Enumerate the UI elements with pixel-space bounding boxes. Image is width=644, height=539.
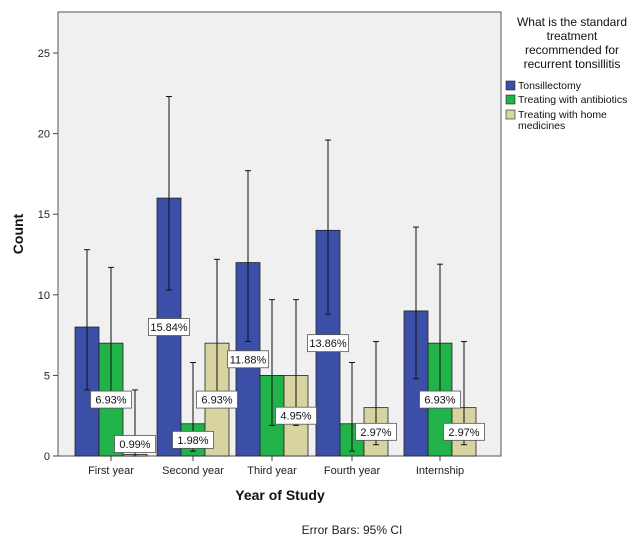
data-label: 11.88% [230, 354, 267, 366]
legend-label: medicines [518, 120, 565, 132]
data-label-box [172, 430, 214, 449]
data-label-box [148, 318, 190, 336]
y-tick-label: 25 [38, 48, 50, 60]
y-tick-label: 0 [44, 451, 50, 463]
y-tick-label: 10 [38, 290, 50, 302]
legend-label: Treating with antibiotics [518, 94, 627, 106]
data-label: 2.97% [448, 427, 479, 439]
data-label: 0.99% [119, 439, 150, 451]
legend: What is the standardtreatmentrecommended… [505, 15, 627, 132]
error-bars-note: Error Bars: 95% CI [302, 523, 403, 537]
x-tick-label: First year [88, 465, 134, 477]
legend-title-line: recommended for [525, 43, 619, 57]
data-label-box [90, 390, 132, 409]
x-axis-title: Year of Study [235, 487, 325, 503]
chart-marks: 0 5 10 15 20 25 First year Second year Third yea… [38, 48, 485, 477]
data-label-box [419, 390, 461, 409]
data-label-box [227, 350, 269, 369]
x-tick-label: Third year [247, 465, 297, 477]
legend-title-line: treatment [547, 29, 598, 43]
y-tick-label: 5 [44, 370, 50, 382]
data-label-box [114, 435, 156, 453]
data-label: 6.93% [201, 395, 232, 407]
x-tick-label: Fourth year [324, 465, 381, 477]
legend-label: Tonsillectomy [518, 80, 582, 92]
legend-title-line: recurrent tonsillitis [524, 57, 621, 71]
y-tick-label: 15 [38, 209, 50, 221]
legend-swatch [505, 80, 516, 91]
data-label: 1.98% [177, 435, 208, 447]
x-tick-label: Second year [162, 465, 224, 477]
data-label: 13.86% [309, 338, 347, 350]
y-axis-title: Count [10, 213, 26, 254]
data-label-box [307, 334, 349, 353]
y-tick-label: 20 [38, 129, 50, 141]
data-label: 4.95% [280, 411, 311, 423]
data-label: 6.93% [95, 395, 126, 407]
data-label: 2.97% [360, 427, 391, 439]
data-label-box [355, 422, 397, 441]
data-label-box [443, 422, 485, 441]
legend-label: Treating with home [518, 109, 607, 121]
x-tick-label: Internship [416, 465, 464, 477]
data-label: 6.93% [424, 395, 455, 407]
legend-title-line: What is the standard [517, 15, 627, 29]
data-label-box [196, 390, 238, 409]
data-label: 15.84% [150, 322, 188, 334]
legend-swatch [505, 109, 516, 120]
data-label-box [275, 406, 317, 425]
legend-swatch [505, 94, 516, 105]
